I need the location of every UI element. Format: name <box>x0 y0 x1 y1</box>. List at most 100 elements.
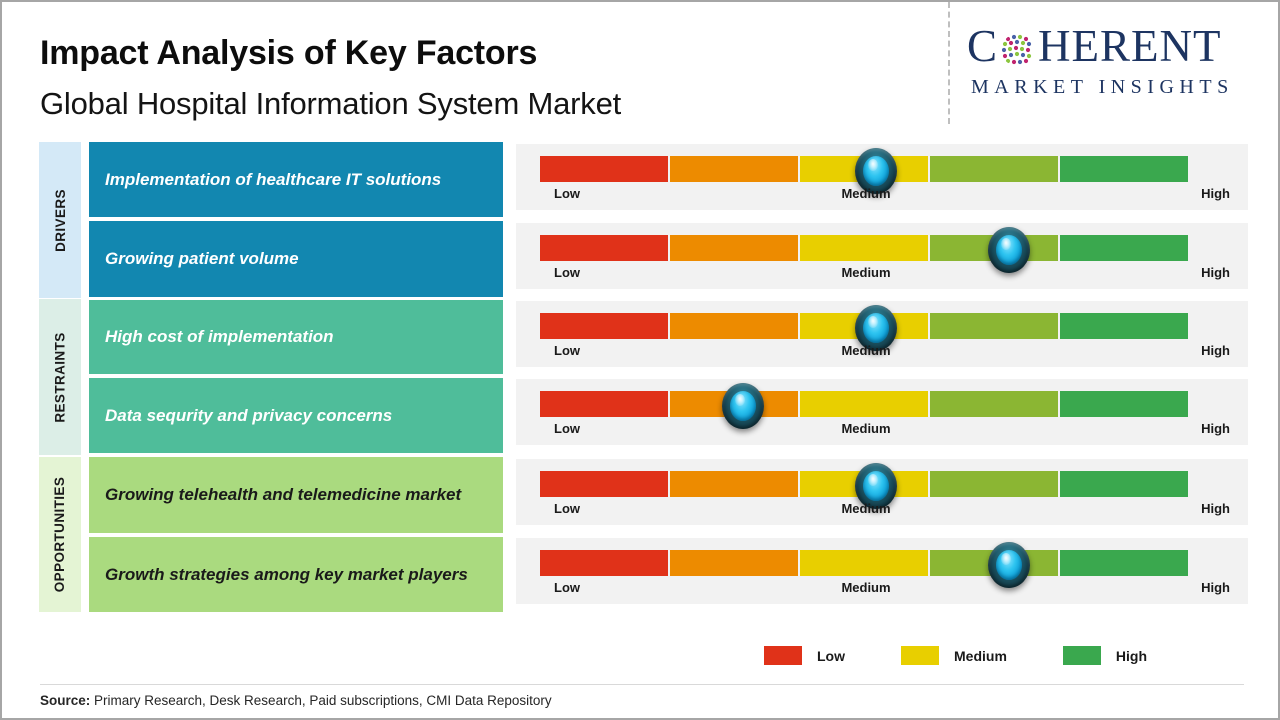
category-restraints: RESTRAINTS <box>39 299 81 455</box>
logo-letter-c: C <box>967 21 999 71</box>
tick-medium: Medium <box>841 421 891 436</box>
bar-segment-low <box>540 235 668 261</box>
page-subtitle: Global Hospital Information System Marke… <box>40 86 622 121</box>
bar-segment-medium <box>800 471 928 497</box>
bar-segment-low <box>540 471 668 497</box>
tick-medium: Medium <box>841 343 891 358</box>
bar-segment-low-medium <box>670 235 798 261</box>
factor-label-2: Growing patient volume <box>89 221 503 297</box>
header-divider <box>948 2 950 124</box>
scale-ticks: Low Medium High <box>540 501 1240 519</box>
scale-ticks: Low Medium High <box>540 265 1240 283</box>
factor-label-6: Growth strategies among key market playe… <box>89 537 503 612</box>
tick-high: High <box>1201 265 1230 280</box>
scale-ticks: Low Medium High <box>540 421 1240 439</box>
page-title: Impact Analysis of Key Factors <box>40 34 538 72</box>
factor-label-3: High cost of implementation <box>89 300 503 374</box>
factor-label-5: Growing telehealth and telemedicine mark… <box>89 457 503 533</box>
legend-item-medium: Medium <box>901 646 1007 665</box>
bar-segment-medium-high <box>930 550 1058 576</box>
scale-ticks: Low Medium High <box>540 343 1240 361</box>
legend-item-high: High <box>1062 646 1147 665</box>
bar-segment-high <box>1060 550 1188 576</box>
scale-ticks: Low Medium High <box>540 186 1240 204</box>
gauge-row-2: Low Medium High <box>516 223 1248 289</box>
bar-segment-low-medium <box>670 550 798 576</box>
source-text: Primary Research, Desk Research, Paid su… <box>90 693 552 708</box>
legend-swatch-low <box>764 646 802 665</box>
bar-segment-high <box>1060 471 1188 497</box>
legend-label-medium: Medium <box>954 647 1007 664</box>
source-note: Source: Primary Research, Desk Research,… <box>40 693 552 708</box>
tick-high: High <box>1201 186 1230 201</box>
tick-medium: Medium <box>841 265 891 280</box>
footer-divider <box>40 684 1244 685</box>
bar-segment-low-medium <box>670 156 798 182</box>
bar-segment-medium <box>800 391 928 417</box>
scale-ticks: Low Medium High <box>540 580 1240 598</box>
impact-bar <box>540 313 1188 339</box>
bar-segment-low <box>540 313 668 339</box>
tick-low: Low <box>554 186 580 201</box>
bar-segment-low <box>540 391 668 417</box>
bar-segment-medium-high <box>930 156 1058 182</box>
tick-low: Low <box>554 265 580 280</box>
category-drivers: DRIVERS <box>39 142 81 298</box>
gauge-row-1: Low Medium High <box>516 144 1248 210</box>
bar-segment-medium <box>800 156 928 182</box>
tick-medium: Medium <box>841 186 891 201</box>
impact-bar <box>540 550 1188 576</box>
tick-high: High <box>1201 580 1230 595</box>
bar-segment-high <box>1060 235 1188 261</box>
gauge-row-4: Low Medium High <box>516 379 1248 445</box>
tick-medium: Medium <box>841 501 891 516</box>
bar-segment-medium-high <box>930 471 1058 497</box>
source-label: Source: <box>40 693 91 708</box>
bar-segment-high <box>1060 313 1188 339</box>
impact-bar <box>540 235 1188 261</box>
logo-letters-herent: HERENT <box>1038 21 1222 71</box>
tick-medium: Medium <box>841 580 891 595</box>
logo-tagline: MARKET INSIGHTS <box>971 76 1234 98</box>
tick-high: High <box>1201 343 1230 358</box>
category-label: OPPORTUNITIES <box>52 476 68 593</box>
bar-segment-low <box>540 550 668 576</box>
legend-swatch-high <box>1062 646 1101 665</box>
legend-item-low: Low <box>764 646 845 665</box>
bar-segment-low-medium <box>670 391 798 417</box>
bar-segment-high <box>1060 156 1188 182</box>
tick-high: High <box>1201 421 1230 436</box>
gauge-row-6: Low Medium High <box>516 538 1248 604</box>
impact-bar <box>540 391 1188 417</box>
impact-bar <box>540 156 1188 182</box>
bar-segment-low-medium <box>670 471 798 497</box>
gauge-row-5: Low Medium High <box>516 459 1248 525</box>
tick-low: Low <box>554 580 580 595</box>
logo-wordmark: C <box>967 24 1222 69</box>
bar-segment-high <box>1060 391 1188 417</box>
legend: Low Medium High <box>764 646 1147 665</box>
bar-segment-medium <box>800 235 928 261</box>
legend-label-high: High <box>1115 647 1147 664</box>
bar-segment-medium-high <box>930 235 1058 261</box>
tick-low: Low <box>554 501 580 516</box>
globe-icon <box>1000 31 1036 67</box>
bar-segment-low <box>540 156 668 182</box>
impact-bar <box>540 471 1188 497</box>
tick-low: Low <box>554 343 580 358</box>
tick-high: High <box>1201 501 1230 516</box>
factor-label-4: Data sequrity and privacy concerns <box>89 378 503 453</box>
category-label: DRIVERS <box>52 188 68 252</box>
tick-low: Low <box>554 421 580 436</box>
category-label: RESTRAINTS <box>52 331 68 423</box>
category-opportunities: OPPORTUNITIES <box>39 457 81 612</box>
bar-segment-medium <box>800 313 928 339</box>
bar-segment-medium-high <box>930 391 1058 417</box>
bar-segment-medium-high <box>930 313 1058 339</box>
company-logo: C <box>967 24 1267 114</box>
legend-swatch-medium <box>901 646 939 665</box>
bar-segment-medium <box>800 550 928 576</box>
bar-segment-low-medium <box>670 313 798 339</box>
factor-label-1: Implementation of healthcare IT solution… <box>89 142 503 217</box>
